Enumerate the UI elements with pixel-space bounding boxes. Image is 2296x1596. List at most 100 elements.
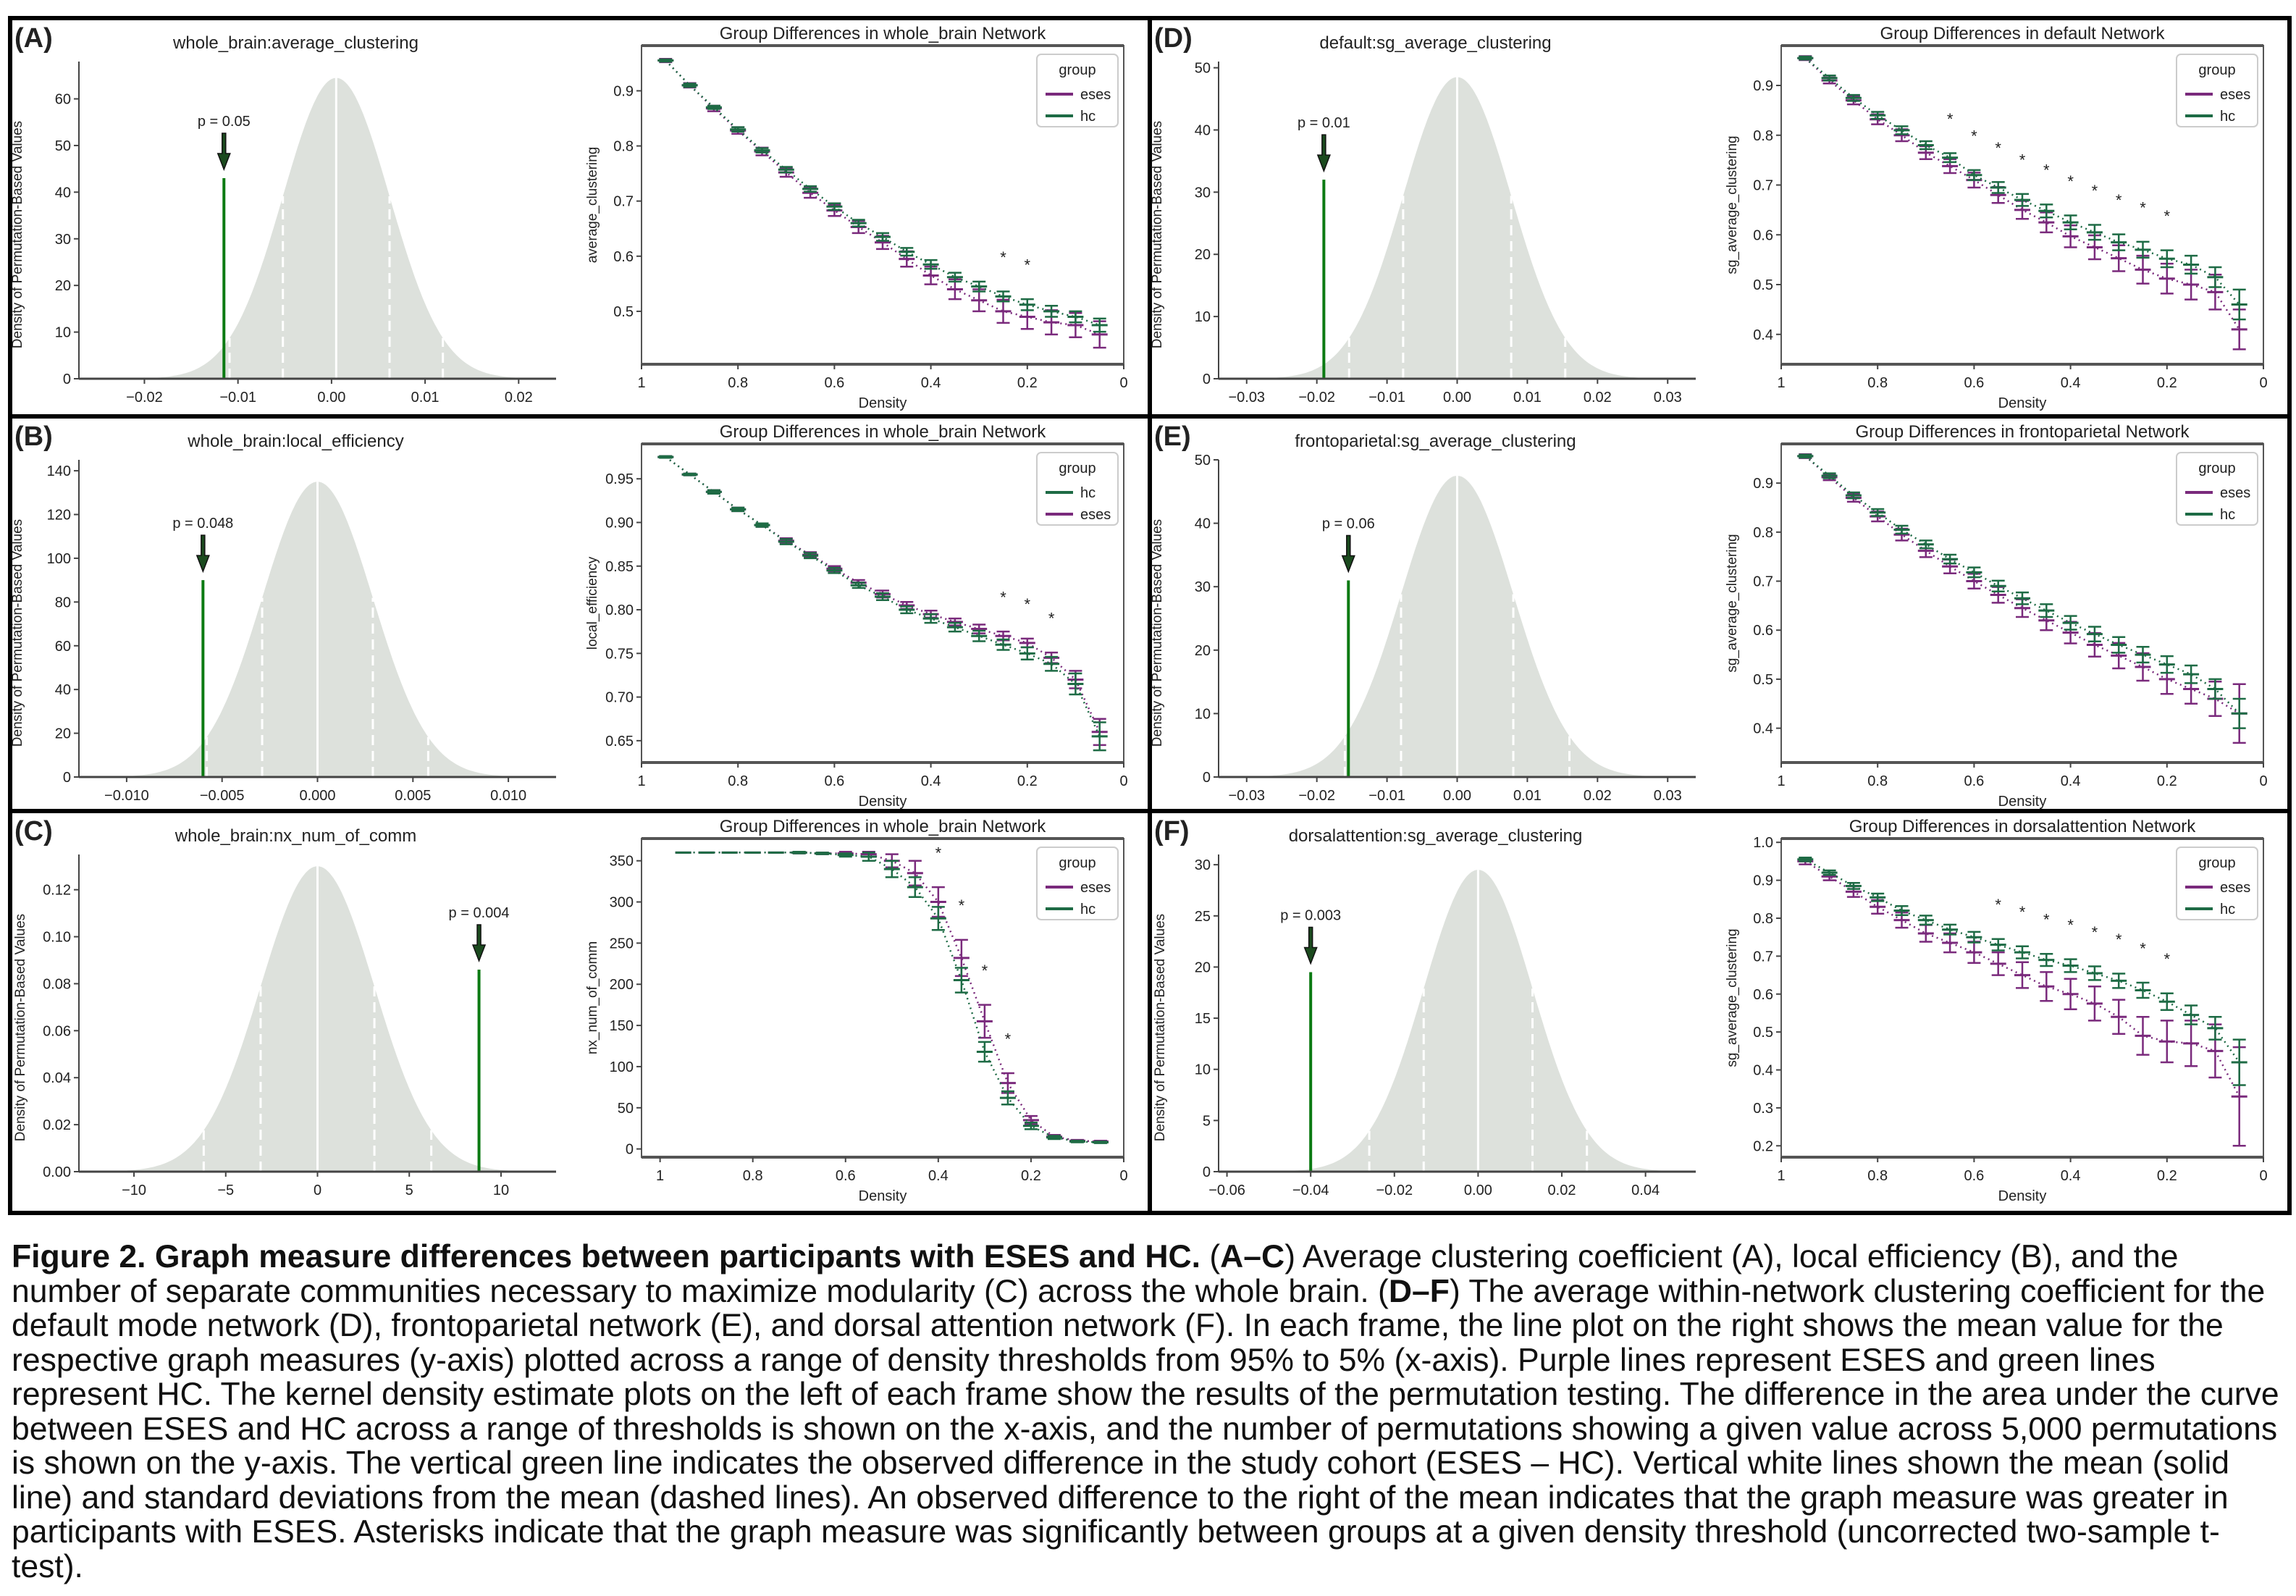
y-tick-label: 0.04 bbox=[43, 1070, 71, 1086]
x-tick-label: −0.005 bbox=[200, 788, 245, 804]
y-tick-label: 0.10 bbox=[43, 930, 71, 946]
y-tick-label: 0.4 bbox=[1753, 327, 1773, 343]
x-tick-label: −0.02 bbox=[1376, 1183, 1413, 1198]
arrow-down-icon bbox=[471, 924, 487, 963]
x-axis-label: Density bbox=[1998, 1188, 2047, 1204]
caption-range-d-f: D–F bbox=[1388, 1273, 1450, 1309]
x-tick-label: 0.6 bbox=[824, 375, 844, 391]
y-tick-label: 0 bbox=[1203, 770, 1211, 786]
x-tick-label: −0.04 bbox=[1292, 1183, 1329, 1198]
significance-asterisk: * bbox=[1025, 256, 1031, 274]
y-tick-label: 50 bbox=[1195, 61, 1211, 77]
significance-asterisk: * bbox=[1005, 1030, 1012, 1048]
y-tick-label: 10 bbox=[1195, 1062, 1211, 1078]
x-tick-label: 1 bbox=[637, 773, 645, 789]
panel-d: (D) p = 0.01 −0.03 −0.02 −0.01 0.00 0.01 0.02 0.… bbox=[1148, 16, 2292, 419]
panel-border bbox=[1148, 809, 2292, 1215]
legend-label-hc: hc bbox=[1080, 485, 1096, 501]
x-tick-label: 0.8 bbox=[1867, 773, 1888, 789]
x-tick-label: −0.06 bbox=[1208, 1183, 1245, 1198]
legend-title: group bbox=[2198, 461, 2235, 476]
legend-label-hc: hc bbox=[2220, 507, 2235, 523]
significance-asterisk: * bbox=[2164, 950, 2171, 968]
kde-area bbox=[1219, 870, 1696, 1172]
x-tick-label: −0.03 bbox=[1228, 390, 1265, 406]
x-tick-label: 0 bbox=[2259, 1168, 2267, 1184]
x-tick-label: 0.4 bbox=[928, 1168, 949, 1184]
y-tick-label: 0.5 bbox=[1753, 277, 1773, 293]
y-tick-label: 50 bbox=[1195, 453, 1211, 469]
significance-asterisk: * bbox=[1971, 127, 1977, 145]
y-axis-label: Density of Permutation-Based Values bbox=[1150, 519, 1165, 747]
x-tick-label: 0.6 bbox=[824, 773, 844, 789]
y-tick-label: 20 bbox=[1195, 247, 1211, 263]
x-tick-label: −10 bbox=[122, 1183, 146, 1198]
y-tick-label: 0.4 bbox=[1753, 721, 1773, 737]
x-tick-label: 0.4 bbox=[2061, 773, 2081, 789]
y-tick-label: 0.8 bbox=[1753, 911, 1773, 927]
arrow-down-icon bbox=[216, 133, 231, 172]
y-axis-label: sg_average_clustering bbox=[1725, 928, 1740, 1067]
y-tick-label: 120 bbox=[47, 508, 71, 524]
kde-title: default:sg_average_clustering bbox=[1319, 33, 1551, 53]
y-tick-label: 0.00 bbox=[43, 1164, 71, 1180]
y-tick-label: 10 bbox=[1195, 309, 1211, 325]
x-tick-label: 0.03 bbox=[1654, 390, 1682, 406]
x-tick-label: 1 bbox=[1777, 1168, 1785, 1184]
y-axis-label: sg_average_clustering bbox=[1725, 135, 1740, 274]
y-tick-label: 50 bbox=[55, 138, 71, 154]
x-tick-label: −0.01 bbox=[1368, 788, 1405, 804]
x-tick-label: 1 bbox=[637, 375, 645, 391]
significance-asterisk: * bbox=[2140, 939, 2146, 957]
y-tick-label: 0.7 bbox=[1753, 949, 1773, 965]
x-tick-label: 0.8 bbox=[743, 1168, 763, 1184]
x-tick-label: 0.6 bbox=[836, 1168, 856, 1184]
legend-box bbox=[2176, 847, 2258, 920]
y-tick-label: 0.6 bbox=[613, 249, 634, 265]
x-tick-label: 0.01 bbox=[411, 390, 440, 406]
y-axis-label: Density of Permutation-Based Values bbox=[10, 121, 25, 348]
legend-label-hc: hc bbox=[1080, 109, 1096, 125]
y-tick-label: 20 bbox=[55, 726, 71, 742]
significance-asterisk: * bbox=[2116, 191, 2122, 209]
y-tick-label: 0.2 bbox=[1753, 1138, 1773, 1154]
figure-caption: Figure 2. Graph measure differences betw… bbox=[12, 1240, 2285, 1584]
panel-label: (B) bbox=[14, 421, 53, 452]
y-tick-label: 100 bbox=[610, 1059, 634, 1075]
x-axis-label: Density bbox=[1998, 794, 2047, 810]
significance-asterisk: * bbox=[2067, 916, 2074, 934]
y-axis-label: Density of Permutation-Based Values bbox=[1153, 914, 1168, 1141]
p-value-label: p = 0.048 bbox=[172, 516, 233, 532]
x-tick-label: 5 bbox=[405, 1183, 413, 1198]
x-tick-label: −5 bbox=[217, 1183, 234, 1198]
x-tick-label: 0.2 bbox=[1017, 773, 1038, 789]
line-chart-title: Group Differences in whole_brain Network bbox=[720, 24, 1046, 43]
arrow-down-icon bbox=[1341, 534, 1355, 574]
p-value-label: p = 0.004 bbox=[449, 905, 510, 921]
y-tick-label: 0.95 bbox=[605, 471, 634, 487]
x-tick-label: 0 bbox=[2259, 773, 2267, 789]
significance-asterisk: * bbox=[1048, 610, 1055, 628]
y-tick-label: 0.9 bbox=[613, 83, 634, 99]
series-hc bbox=[657, 58, 1108, 333]
y-tick-label: 50 bbox=[618, 1101, 634, 1117]
y-tick-label: 0.6 bbox=[1753, 227, 1773, 243]
y-tick-label: 100 bbox=[47, 551, 71, 567]
panel-label: (A) bbox=[14, 23, 53, 54]
p-value-label: p = 0.003 bbox=[1280, 907, 1341, 923]
panel-label: (D) bbox=[1154, 23, 1193, 54]
panel-label: (E) bbox=[1154, 421, 1191, 452]
significance-asterisk: * bbox=[1947, 110, 1954, 128]
x-axis-label: Density bbox=[859, 395, 907, 411]
y-tick-label: 0.06 bbox=[43, 1023, 71, 1039]
y-tick-label: 0.5 bbox=[1753, 1025, 1773, 1041]
y-tick-label: 40 bbox=[55, 185, 71, 201]
y-tick-label: 140 bbox=[47, 463, 71, 479]
y-tick-label: 0.12 bbox=[43, 883, 71, 899]
x-tick-label: 1 bbox=[1777, 773, 1785, 789]
y-tick-label: 0.9 bbox=[1753, 78, 1773, 94]
x-tick-label: 0.2 bbox=[2157, 1168, 2177, 1184]
x-tick-label: 0.6 bbox=[1964, 1168, 1984, 1184]
legend-label-eses: eses bbox=[2220, 485, 2250, 501]
line-chart-title: Group Differences in whole_brain Network bbox=[720, 422, 1046, 442]
